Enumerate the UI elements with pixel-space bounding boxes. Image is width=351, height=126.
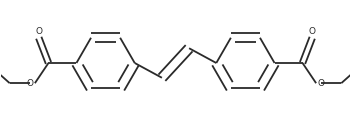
Text: O: O	[35, 27, 42, 36]
Text: O: O	[318, 80, 325, 88]
Text: O: O	[309, 27, 316, 36]
Text: O: O	[26, 80, 33, 88]
